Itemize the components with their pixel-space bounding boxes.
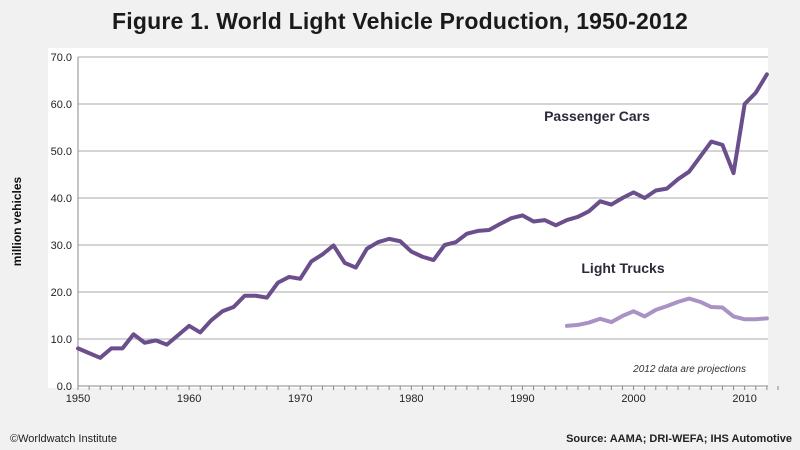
projection-note: 2012 data are projections — [632, 364, 746, 375]
credit-text: ©Worldwatch Institute — [10, 433, 117, 445]
y-axis-label: million vehicles — [10, 176, 24, 266]
x-tick-label: 1980 — [399, 393, 423, 405]
y-tick-label: 40.0 — [51, 193, 72, 205]
chart-title: Figure 1. World Light Vehicle Production… — [112, 8, 688, 34]
y-tick-label: 10.0 — [51, 334, 72, 346]
series-label-passenger-cars: Passenger Cars — [544, 108, 650, 124]
x-tick-label: 1960 — [177, 393, 201, 405]
x-tick-label: 1970 — [288, 393, 312, 405]
y-tick-label: 30.0 — [51, 240, 72, 252]
source-text: Source: AAMA; DRI-WEFA; IHS Automotive — [566, 433, 792, 445]
series-label-light-trucks: Light Trucks — [581, 260, 664, 276]
x-tick-label: 1990 — [510, 393, 534, 405]
y-tick-label: 0.0 — [57, 381, 72, 393]
y-tick-label: 70.0 — [51, 52, 72, 64]
y-tick-label: 60.0 — [51, 99, 72, 111]
x-tick-label: 2010 — [732, 393, 756, 405]
x-tick-label: 2000 — [621, 393, 645, 405]
plot-area — [48, 48, 768, 388]
y-tick-label: 50.0 — [51, 146, 72, 158]
y-tick-label: 20.0 — [51, 287, 72, 299]
x-tick-label: 1950 — [66, 393, 90, 405]
